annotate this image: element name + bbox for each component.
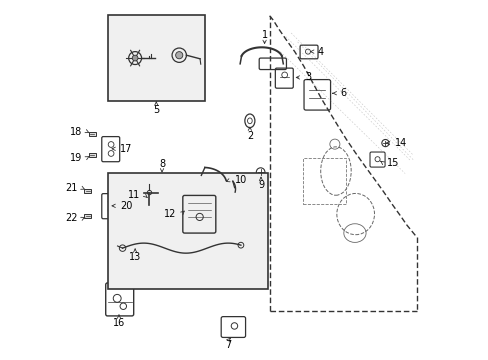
Text: 14: 14 bbox=[394, 138, 406, 148]
Text: 21: 21 bbox=[65, 183, 78, 193]
Text: 22: 22 bbox=[65, 213, 78, 223]
Text: 5: 5 bbox=[153, 105, 159, 115]
Text: 13: 13 bbox=[129, 252, 141, 262]
Text: 6: 6 bbox=[339, 88, 346, 98]
Text: 2: 2 bbox=[246, 131, 252, 141]
Bar bbox=[107, 15, 204, 101]
Text: 10: 10 bbox=[234, 175, 246, 185]
Text: 19: 19 bbox=[70, 153, 82, 163]
Text: 20: 20 bbox=[120, 201, 133, 211]
Bar bbox=[88, 153, 96, 157]
Text: 18: 18 bbox=[70, 127, 82, 136]
Text: 16: 16 bbox=[113, 318, 125, 328]
Circle shape bbox=[132, 55, 138, 61]
Text: 4: 4 bbox=[317, 46, 324, 57]
Circle shape bbox=[175, 51, 183, 59]
Text: 8: 8 bbox=[159, 159, 165, 169]
Text: 1: 1 bbox=[261, 30, 267, 40]
Text: 9: 9 bbox=[257, 180, 264, 190]
Text: 17: 17 bbox=[120, 144, 133, 154]
Text: 15: 15 bbox=[386, 158, 399, 168]
Bar bbox=[107, 173, 267, 289]
Bar bbox=[84, 189, 91, 193]
Text: 7: 7 bbox=[225, 339, 231, 350]
Bar bbox=[302, 158, 346, 204]
Text: 11: 11 bbox=[128, 190, 140, 201]
Bar bbox=[84, 214, 91, 218]
Bar bbox=[88, 132, 96, 136]
Text: 3: 3 bbox=[305, 72, 311, 82]
Text: 12: 12 bbox=[164, 209, 176, 219]
